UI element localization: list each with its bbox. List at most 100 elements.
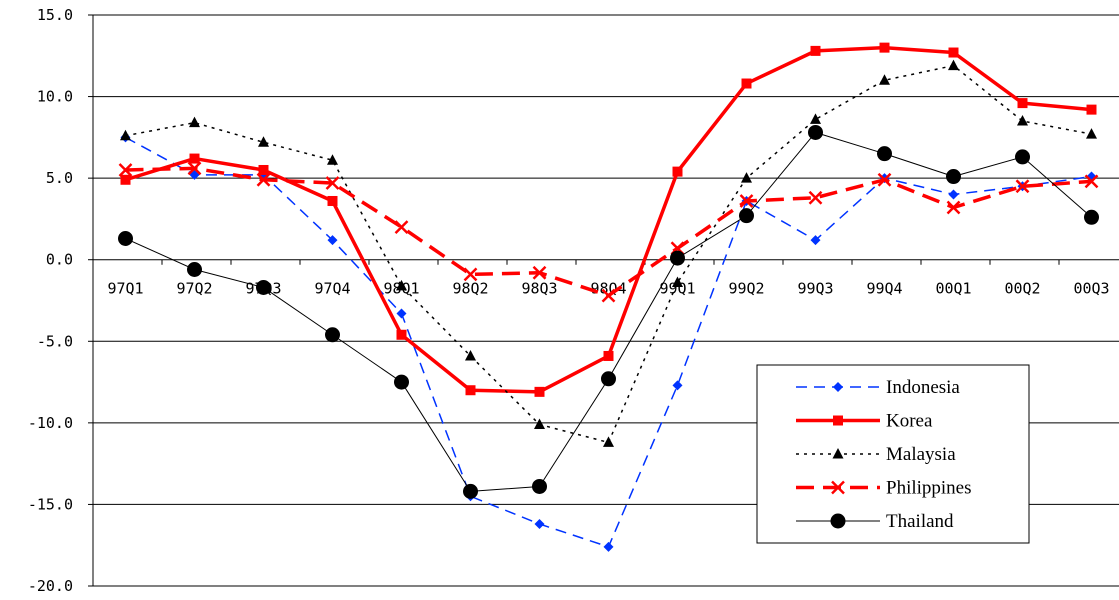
data-point-philippines xyxy=(877,172,892,187)
data-point-philippines xyxy=(1015,179,1030,194)
data-point-indonesia xyxy=(948,189,959,200)
data-point-malaysia xyxy=(672,276,683,288)
data-point-korea xyxy=(534,386,545,397)
x-tick-label: 97Q4 xyxy=(314,280,350,298)
data-point-korea xyxy=(120,174,131,185)
legend-label-korea: Korea xyxy=(886,411,933,432)
data-point-philippines xyxy=(532,265,547,280)
data-point-indonesia xyxy=(672,380,683,391)
x-tick-label: 00Q1 xyxy=(935,280,971,298)
legend-label-thailand: Thailand xyxy=(886,511,954,532)
legend-marker-philippines xyxy=(831,480,845,495)
series-thailand xyxy=(118,124,1099,499)
legend-box xyxy=(756,364,1030,544)
data-point-thailand xyxy=(187,262,202,278)
series-malaysia xyxy=(120,59,1097,447)
data-point-thailand xyxy=(739,208,754,224)
legend-marker-thailand xyxy=(830,513,846,529)
data-point-thailand xyxy=(463,483,478,499)
data-point-malaysia xyxy=(534,418,545,429)
y-tick-label: -15.0 xyxy=(28,495,73,513)
data-point-korea xyxy=(189,153,200,164)
legend-marker-korea xyxy=(833,415,843,426)
y-tick-label: -10.0 xyxy=(28,414,73,432)
data-point-thailand xyxy=(877,146,892,162)
series-line-korea xyxy=(124,45,1092,394)
legend-label-malaysia: Malaysia xyxy=(886,444,956,465)
data-point-korea xyxy=(1086,104,1097,115)
y-tick-label: -5.0 xyxy=(37,332,73,350)
data-point-philippines xyxy=(118,163,133,177)
data-point-malaysia xyxy=(120,129,131,141)
x-tick-label: 99Q4 xyxy=(866,280,902,298)
data-point-indonesia xyxy=(603,541,614,552)
data-point-philippines xyxy=(256,172,271,187)
data-point-thailand xyxy=(118,231,133,247)
data-point-korea xyxy=(879,42,890,53)
x-tick-label: 00Q2 xyxy=(1004,280,1040,298)
data-point-korea xyxy=(465,385,476,396)
data-point-korea xyxy=(741,78,752,89)
y-tick-label: -20.0 xyxy=(28,577,73,595)
data-point-philippines xyxy=(394,220,409,234)
x-tick-label: 98Q3 xyxy=(521,280,557,298)
data-point-thailand xyxy=(1015,149,1030,165)
data-point-thailand xyxy=(601,371,616,387)
y-tick-label: 10.0 xyxy=(37,88,73,106)
data-point-korea xyxy=(810,45,821,56)
data-point-thailand xyxy=(394,374,409,390)
data-point-thailand xyxy=(325,327,340,343)
data-point-malaysia xyxy=(258,136,269,147)
data-point-thailand xyxy=(808,124,823,140)
data-point-indonesia xyxy=(396,308,407,319)
legend-label-indonesia: Indonesia xyxy=(886,377,960,398)
data-point-malaysia xyxy=(465,349,476,361)
y-tick-label: 5.0 xyxy=(46,169,73,187)
y-axis: 15.0 10.0 5.0 0.0 -5.0 -10.0 -15.0 -20.0 xyxy=(28,6,94,595)
data-point-thailand xyxy=(670,250,685,266)
x-tick-label: 00Q3 xyxy=(1073,280,1109,298)
y-tick-label: 0.0 xyxy=(46,251,73,269)
data-point-malaysia xyxy=(879,74,890,85)
data-point-malaysia xyxy=(1017,115,1028,126)
data-point-korea xyxy=(672,166,683,177)
x-tick-label: 97Q1 xyxy=(107,280,143,298)
data-point-malaysia xyxy=(810,113,821,124)
data-point-thailand xyxy=(532,478,547,494)
data-point-korea xyxy=(327,195,338,206)
legend: Indonesia Korea Malaysia Philippines Thailan… xyxy=(756,364,1030,544)
data-point-korea xyxy=(603,350,614,361)
series-layer xyxy=(118,42,1099,552)
legend-marker-malaysia xyxy=(832,448,844,459)
x-tick-label: 99Q1 xyxy=(659,280,695,298)
data-point-korea xyxy=(396,329,407,340)
data-point-korea xyxy=(258,164,269,175)
data-point-philippines xyxy=(739,194,754,208)
data-point-korea xyxy=(948,47,959,58)
series-korea xyxy=(120,42,1097,397)
x-tick-label: 97Q2 xyxy=(176,280,212,298)
series-line-philippines xyxy=(125,166,1092,298)
data-point-philippines xyxy=(325,176,340,190)
y-tick-label: 15.0 xyxy=(37,6,73,24)
legend-label-philippines: Philippines xyxy=(886,478,972,499)
x-tick-label: 98Q4 xyxy=(590,280,626,298)
data-point-malaysia xyxy=(189,116,200,128)
x-tick-label: 99Q2 xyxy=(728,280,764,298)
series-philippines xyxy=(118,161,1099,303)
data-point-philippines xyxy=(1084,174,1099,189)
data-point-korea xyxy=(1017,98,1028,109)
x-tick-label: 99Q3 xyxy=(797,280,833,298)
data-point-malaysia xyxy=(396,279,407,291)
data-point-philippines xyxy=(946,200,961,215)
data-point-philippines xyxy=(187,161,202,176)
data-point-philippines xyxy=(601,288,616,303)
data-point-philippines xyxy=(808,190,823,205)
data-point-philippines xyxy=(463,267,478,282)
data-point-indonesia xyxy=(534,519,545,530)
data-point-malaysia xyxy=(327,154,338,165)
data-point-malaysia xyxy=(1086,128,1097,139)
data-point-thailand xyxy=(256,279,271,295)
data-point-indonesia xyxy=(327,235,338,246)
